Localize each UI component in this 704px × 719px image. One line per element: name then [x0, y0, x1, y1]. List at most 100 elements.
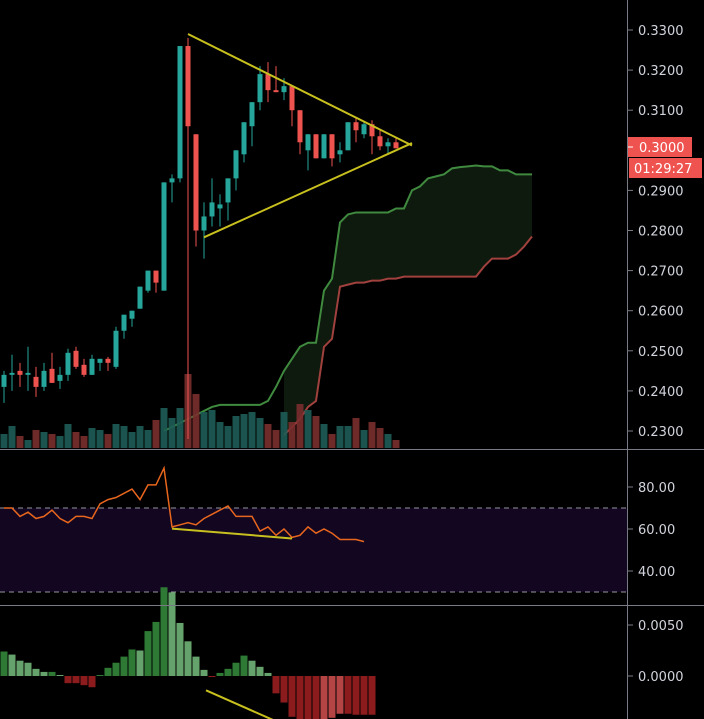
candle[interactable] [1, 370, 7, 403]
macd-bar [248, 660, 256, 676]
candle[interactable] [153, 270, 159, 293]
candle[interactable] [377, 130, 383, 151]
macd-bar [352, 676, 360, 715]
candle[interactable] [225, 178, 231, 221]
candle[interactable] [249, 102, 255, 147]
volume-bar [8, 426, 16, 448]
macd-bar [128, 649, 136, 676]
candle[interactable] [89, 354, 95, 375]
candle-body [97, 358, 103, 363]
candle[interactable] [129, 310, 135, 327]
candle[interactable] [9, 354, 15, 391]
candle[interactable] [193, 134, 199, 247]
candle[interactable] [161, 182, 167, 291]
candle[interactable] [169, 174, 175, 203]
candle-body [377, 136, 383, 147]
candle[interactable] [217, 194, 223, 227]
candle[interactable] [41, 362, 47, 391]
candle[interactable] [361, 122, 367, 139]
macd-bar [360, 676, 368, 715]
triangle-lower-line[interactable] [203, 142, 413, 239]
candle[interactable] [137, 286, 143, 309]
candle-body [17, 370, 23, 375]
macd-bar [136, 650, 144, 676]
volume-bar [352, 418, 360, 448]
volume-bar [256, 418, 264, 448]
price-candles[interactable] [1, 38, 399, 440]
candle[interactable] [345, 122, 351, 151]
macd-bar [304, 676, 312, 719]
candle[interactable] [121, 314, 127, 339]
candle[interactable] [201, 202, 207, 259]
macd-bar [168, 592, 176, 676]
volume-bar [192, 394, 200, 448]
candle[interactable] [329, 134, 335, 167]
candle[interactable] [97, 358, 103, 371]
price-tick-label: 0.3200 [638, 64, 684, 79]
candle[interactable] [385, 138, 391, 155]
candle[interactable] [233, 150, 239, 191]
candle-body [361, 124, 367, 135]
macd-bar [184, 641, 192, 676]
candle-body [153, 270, 159, 283]
candle[interactable] [17, 362, 23, 387]
macd-bar [48, 671, 56, 676]
candle[interactable] [81, 358, 87, 377]
candle[interactable] [145, 270, 151, 293]
volume-bar [88, 428, 96, 448]
volume-bar [384, 434, 392, 448]
candle[interactable] [73, 346, 79, 369]
candle[interactable] [33, 366, 39, 397]
candle[interactable] [241, 122, 247, 163]
candle-body [193, 134, 199, 231]
cloud-span-b [283, 235, 533, 436]
candle[interactable] [313, 134, 319, 159]
volume-bar [224, 426, 232, 448]
candle[interactable] [297, 110, 303, 155]
bar-countdown-label: 01:29:27 [634, 162, 692, 177]
candle-body [49, 368, 55, 383]
candle[interactable] [177, 46, 183, 183]
triangle-upper-line[interactable] [187, 33, 413, 147]
candle[interactable] [49, 352, 55, 383]
candle-body [273, 90, 279, 93]
candle[interactable] [321, 134, 327, 159]
volume-bar [32, 430, 40, 448]
candle[interactable] [105, 356, 111, 371]
candle[interactable] [265, 62, 271, 103]
macd-bar [256, 666, 264, 676]
candle[interactable] [393, 138, 399, 149]
candle[interactable] [337, 142, 343, 163]
volume-bar [376, 428, 384, 448]
price-scale[interactable]: 0.3300 0.3200 0.3100 0.2900 0.2800 0.2700 0.26… [628, 24, 684, 685]
triangle-trendlines[interactable] [187, 33, 413, 239]
candle[interactable] [289, 86, 295, 127]
candle-body [169, 178, 175, 183]
macd-bar [288, 676, 296, 717]
candle-body [57, 374, 63, 381]
volume-bar [48, 434, 56, 448]
macd-bar [232, 662, 240, 676]
candle[interactable] [185, 38, 191, 440]
candle[interactable] [305, 134, 311, 171]
candle-body [249, 102, 255, 127]
candle[interactable] [209, 178, 215, 227]
candle[interactable] [257, 66, 263, 111]
candle[interactable] [113, 326, 119, 369]
volume-bar [64, 424, 72, 448]
macd-bar [64, 676, 72, 684]
rsi-divergence-line[interactable] [171, 527, 293, 540]
candle[interactable] [353, 118, 359, 143]
macd-bar [120, 656, 128, 676]
price-tick-label: 0.2500 [638, 345, 684, 360]
candle-body [369, 124, 375, 137]
candle[interactable] [65, 348, 71, 381]
candle-body [113, 330, 119, 367]
macd-divergence-line[interactable] [205, 689, 282, 719]
candle[interactable] [273, 66, 279, 93]
macd-bar [80, 676, 88, 686]
candle[interactable] [57, 366, 63, 389]
volume-bar [136, 426, 144, 448]
candle[interactable] [25, 346, 31, 391]
